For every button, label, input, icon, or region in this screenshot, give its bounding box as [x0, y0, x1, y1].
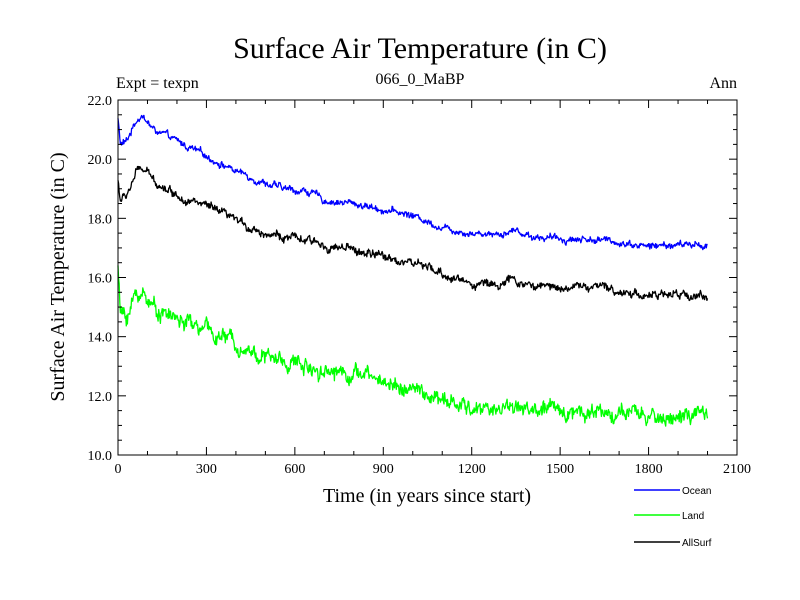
y-tick-label-4: 18.0	[88, 212, 113, 227]
chart-title: Surface Air Temperature (in C)	[233, 32, 607, 65]
y-axis-label: Surface Air Temperature (in C)	[47, 152, 69, 401]
series-land-line	[117, 265, 709, 427]
x-tick-label-0: 0	[115, 462, 122, 477]
y-tick-label-3: 16.0	[88, 272, 113, 287]
x-axis-label: Time (in years since start)	[323, 485, 531, 507]
x-tick-label-4: 1200	[458, 462, 486, 477]
series-layer	[117, 114, 709, 427]
y-tick-label-2: 14.0	[88, 331, 113, 346]
x-tick-label-7: 2100	[723, 462, 751, 477]
x-tick-label-1: 300	[196, 462, 217, 477]
season-label: Ann	[709, 75, 737, 92]
x-tick-label-5: 1500	[546, 462, 574, 477]
series-allsurf-line	[117, 165, 709, 302]
y-tick-label-5: 20.0	[88, 153, 113, 168]
y-tick-label-1: 12.0	[88, 390, 113, 405]
legend: Ocean Land AllSurf	[634, 486, 712, 549]
legend-label-ocean: Ocean	[682, 486, 711, 497]
legend-label-land: Land	[682, 511, 704, 522]
y-tick-label-6: 22.0	[88, 94, 113, 109]
period-label: 066_0_MaBP	[376, 71, 465, 88]
x-tick-label-2: 600	[284, 462, 305, 477]
plot-frame	[117, 99, 738, 456]
experiment-label: Expt = texpn	[116, 75, 199, 92]
series-ocean-line	[117, 114, 708, 251]
x-tick-label-3: 900	[373, 462, 394, 477]
legend-label-allsurf: AllSurf	[682, 538, 712, 549]
x-tick-label-6: 1800	[635, 462, 663, 477]
y-tick-label-0: 10.0	[88, 449, 113, 464]
tick-layer: 0 300 600 900 1200 1500 1800 2100 10.0 12.0 14.0 16…	[88, 94, 752, 477]
